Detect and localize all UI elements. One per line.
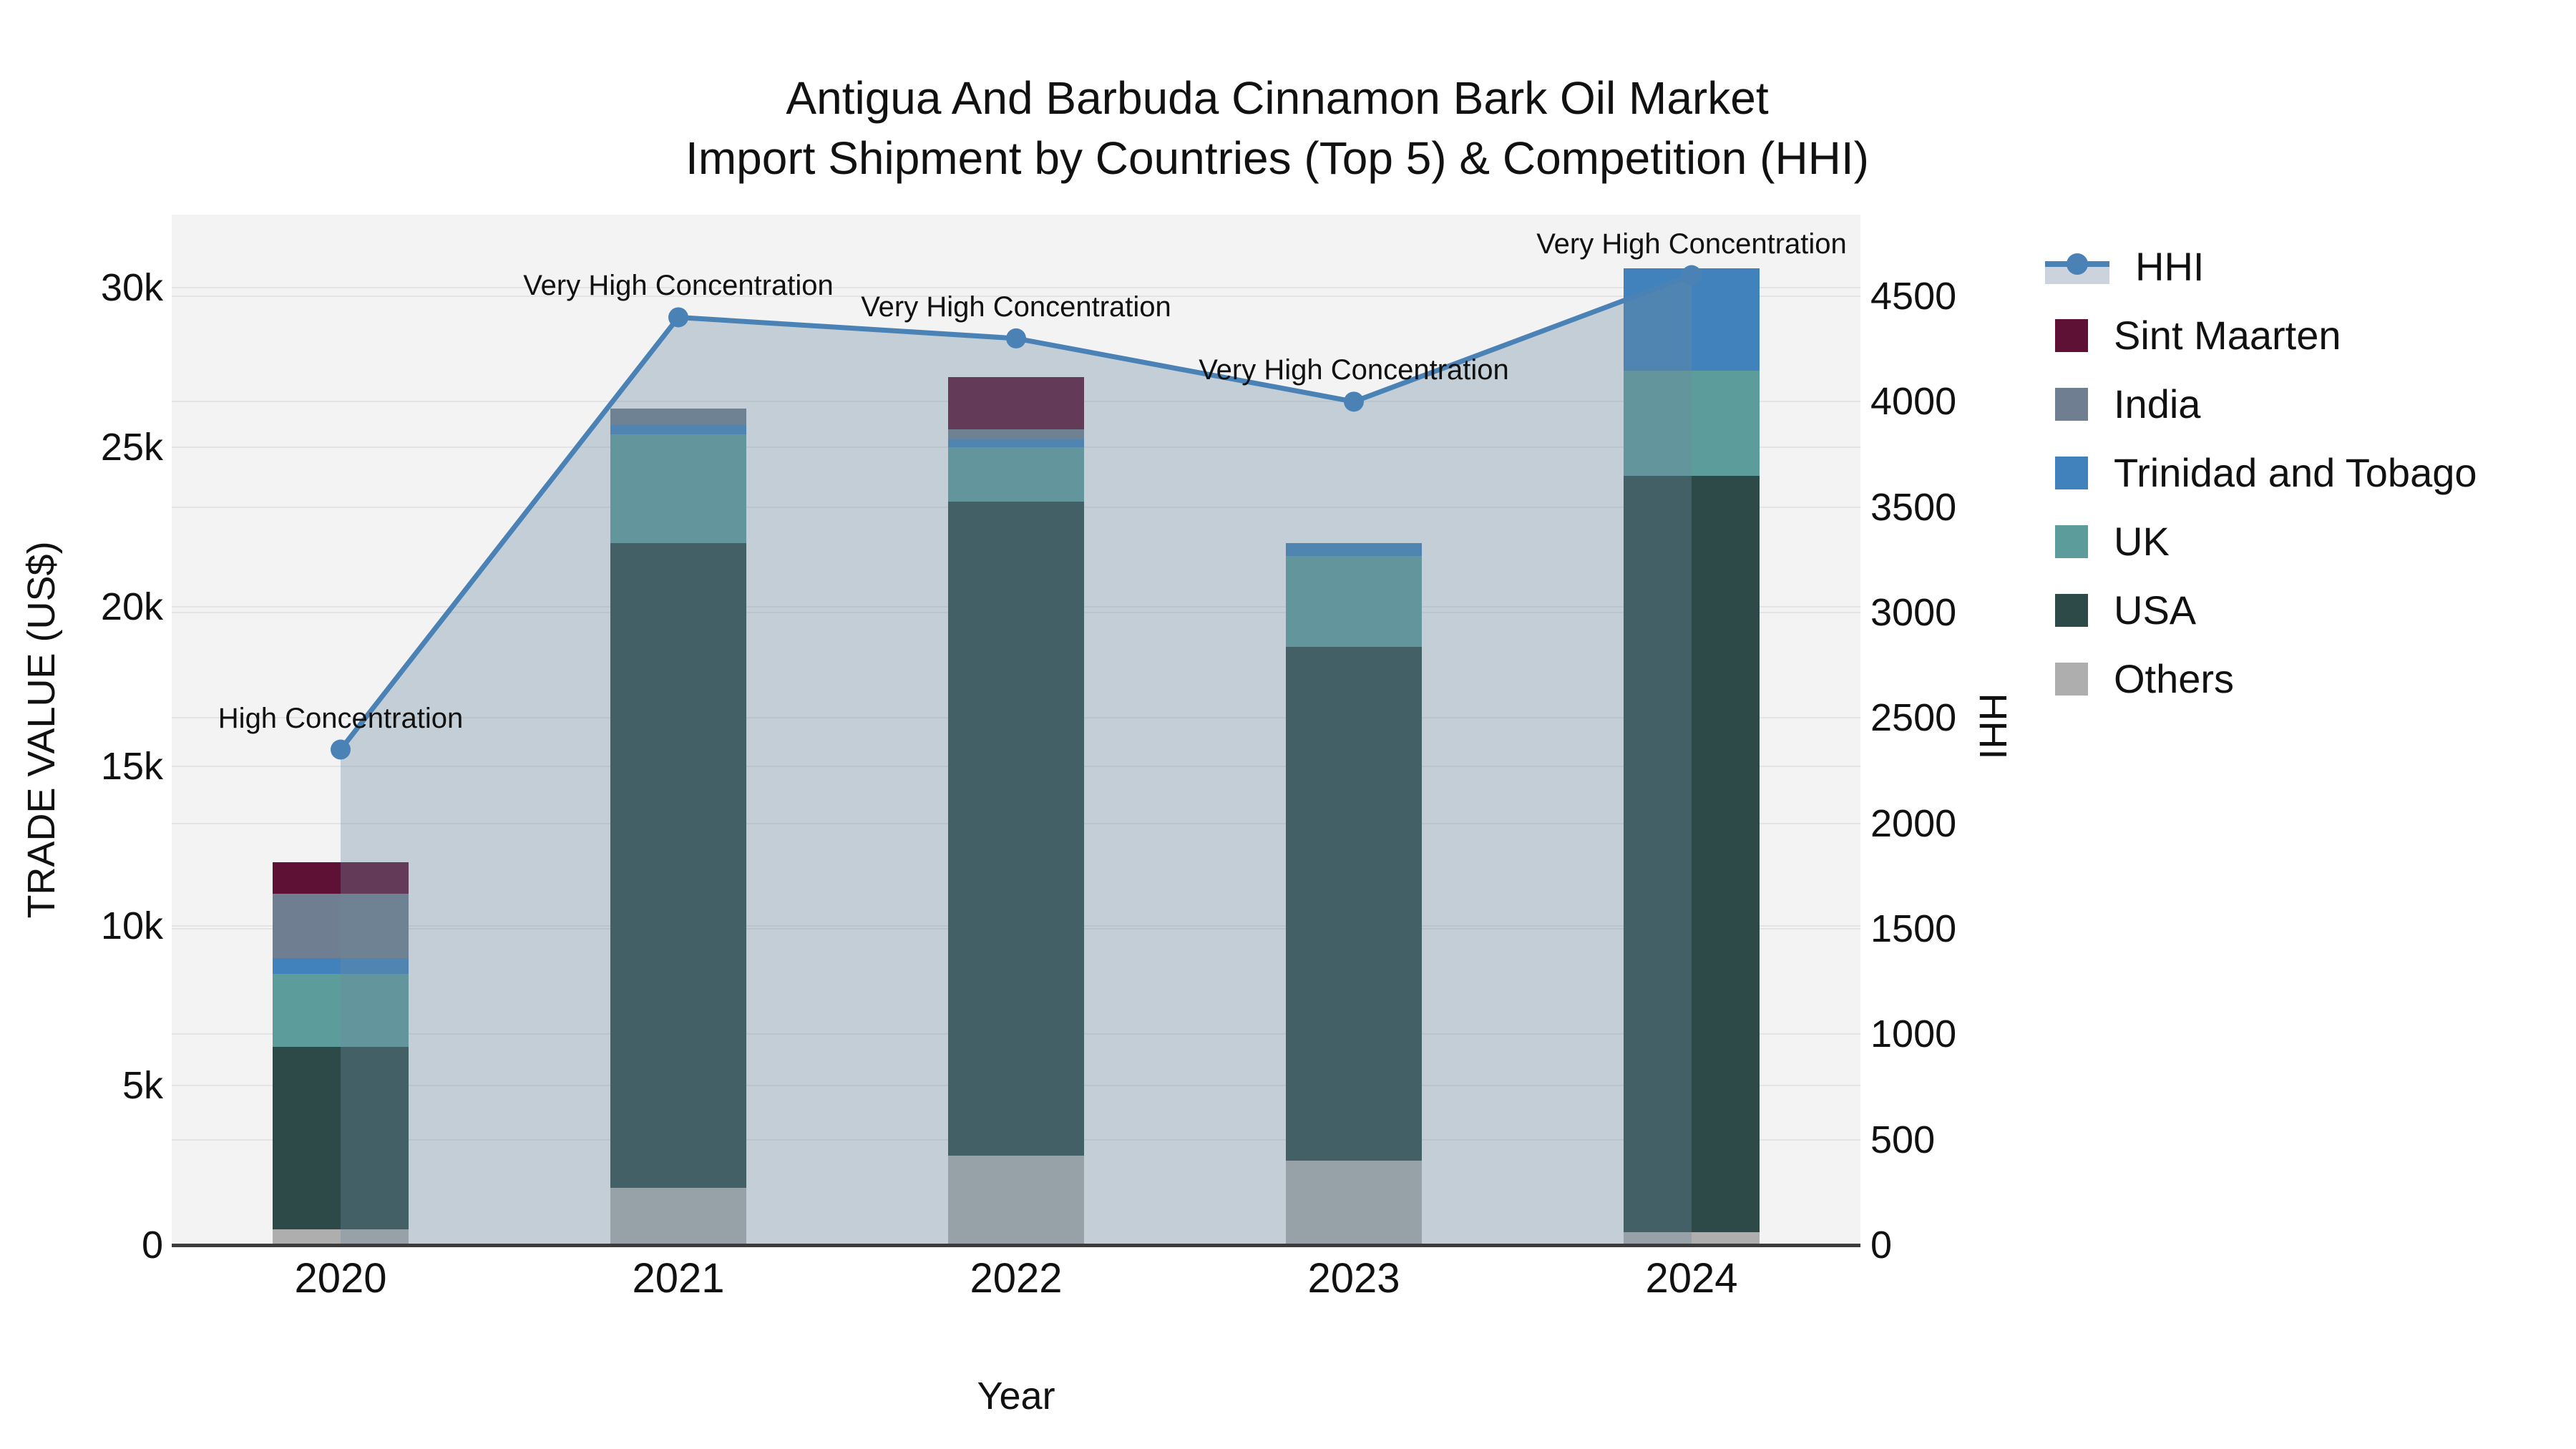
legend-swatch-icon xyxy=(2055,457,2088,489)
y-right-tick-1500: 1500 xyxy=(1870,907,1957,950)
bar-2023-uk xyxy=(1286,555,1422,647)
y-left-tick-25k: 25k xyxy=(100,426,163,469)
y-right-tick-3000: 3000 xyxy=(1870,591,1957,634)
x-axis-line xyxy=(172,1244,1860,1247)
hhi-marker-2022 xyxy=(1006,328,1026,348)
hhi-marker-2020 xyxy=(331,739,351,760)
hhi-legend-sample-icon xyxy=(2045,247,2109,287)
chart-title-line2: Import Shipment by Countries (Top 5) & C… xyxy=(686,132,1869,184)
bar-2024-others xyxy=(1624,1232,1760,1245)
bar-2022-trinidad-and-tobago xyxy=(948,439,1084,447)
y-right-tick-4000: 4000 xyxy=(1870,380,1957,424)
bar-2021-india xyxy=(610,409,746,425)
legend-label: Others xyxy=(2114,656,2235,701)
legend-item-hhi: HHI xyxy=(2045,243,2204,291)
y-right-tick-2000: 2000 xyxy=(1870,801,1957,845)
legend-swatch-icon xyxy=(2055,663,2088,696)
annotation-2022: Very High Concentration xyxy=(861,291,1171,323)
y-left-tick-30k: 30k xyxy=(100,266,163,309)
y-right-tick-3500: 3500 xyxy=(1870,485,1957,529)
x-tick-2020: 2020 xyxy=(294,1255,387,1302)
legend-label: Sint Maarten xyxy=(2114,313,2341,358)
bar-2024-trinidad-and-tobago xyxy=(1624,268,1760,371)
bar-2020-india xyxy=(273,894,409,958)
chart-title: Antigua And Barbuda Cinnamon Bark Oil Ma… xyxy=(686,68,1869,188)
x-tick-2021: 2021 xyxy=(632,1255,725,1302)
bar-2024-usa xyxy=(1624,476,1760,1233)
gridline-right-4500 xyxy=(172,296,1860,297)
bar-2020-others xyxy=(273,1229,409,1245)
legend-swatch-icon xyxy=(2055,525,2088,558)
bar-2023-usa xyxy=(1286,646,1422,1161)
y-left-tick-15k: 15k xyxy=(100,745,163,788)
y-left-tick-10k: 10k xyxy=(100,904,163,947)
legend-label: India xyxy=(2114,381,2201,426)
bar-2024-uk xyxy=(1624,370,1760,477)
legend-label: Trinidad and Tobago xyxy=(2114,450,2477,495)
legend-item-usa: USA xyxy=(2045,587,2196,634)
y-left-tick-20k: 20k xyxy=(100,585,163,628)
annotation-2021: Very High Concentration xyxy=(523,270,834,302)
hhi-area-fill xyxy=(341,275,1692,1245)
y-right-tick-0: 0 xyxy=(1870,1224,1893,1267)
legend-label: USA xyxy=(2114,587,2197,633)
y-axis-left-label: TRADE VALUE (US$) xyxy=(20,541,63,919)
bar-2020-sint-maarten xyxy=(273,862,409,894)
annotation-2024: Very High Concentration xyxy=(1536,228,1847,260)
bar-2021-trinidad-and-tobago xyxy=(610,424,746,435)
y-right-tick-2500: 2500 xyxy=(1870,696,1957,740)
legend-item-sint-maarten: Sint Maarten xyxy=(2045,312,2341,359)
annotation-2020: High Concentration xyxy=(218,702,464,734)
bar-2022-sint-maarten xyxy=(948,376,1084,430)
x-tick-2022: 2022 xyxy=(970,1255,1063,1302)
bar-2020-usa xyxy=(273,1047,409,1229)
bar-2023-trinidad-and-tobago xyxy=(1286,542,1422,556)
bar-2021-others xyxy=(610,1187,746,1245)
bar-2022-usa xyxy=(948,501,1084,1156)
y-left-tick-5k: 5k xyxy=(122,1064,163,1107)
bar-2022-uk xyxy=(948,447,1084,502)
x-tick-2024: 2024 xyxy=(1645,1255,1738,1302)
x-tick-2023: 2023 xyxy=(1307,1255,1400,1302)
legend-swatch-icon xyxy=(2055,594,2088,627)
hhi-marker-2021 xyxy=(668,307,688,328)
bar-2020-trinidad-and-tobago xyxy=(273,957,409,974)
legend-swatch-icon xyxy=(2055,388,2088,421)
bar-2020-uk xyxy=(273,973,409,1048)
bar-2021-usa xyxy=(610,542,746,1188)
legend-label: UK xyxy=(2114,519,2170,564)
y-right-tick-500: 500 xyxy=(1870,1118,1936,1161)
legend-swatch-icon xyxy=(2055,319,2088,352)
y-left-tick-0: 0 xyxy=(141,1224,163,1267)
bar-2021-uk xyxy=(610,434,746,543)
x-axis-label: Year xyxy=(977,1375,1055,1418)
chart-title-line1: Antigua And Barbuda Cinnamon Bark Oil Ma… xyxy=(786,72,1769,124)
hhi-marker-2023 xyxy=(1344,391,1364,412)
bar-2023-others xyxy=(1286,1160,1422,1245)
legend-item-uk: UK xyxy=(2045,518,2170,565)
bar-2022-india xyxy=(948,429,1084,439)
legend-label: HHI xyxy=(2135,244,2205,289)
bar-2022-others xyxy=(948,1156,1084,1245)
y-right-tick-1000: 1000 xyxy=(1870,1013,1957,1056)
legend-item-india: India xyxy=(2045,381,2200,428)
legend-item-trinidad-and-tobago: Trinidad and Tobago xyxy=(2045,449,2477,497)
gridline-left-30k xyxy=(172,287,1860,288)
legend-item-others: Others xyxy=(2045,655,2234,703)
y-axis-right-label: HHI xyxy=(1971,693,2014,760)
annotation-2023: Very High Concentration xyxy=(1199,354,1509,386)
y-right-tick-4500: 4500 xyxy=(1870,275,1957,318)
hhi-marker-2024 xyxy=(1682,265,1702,286)
